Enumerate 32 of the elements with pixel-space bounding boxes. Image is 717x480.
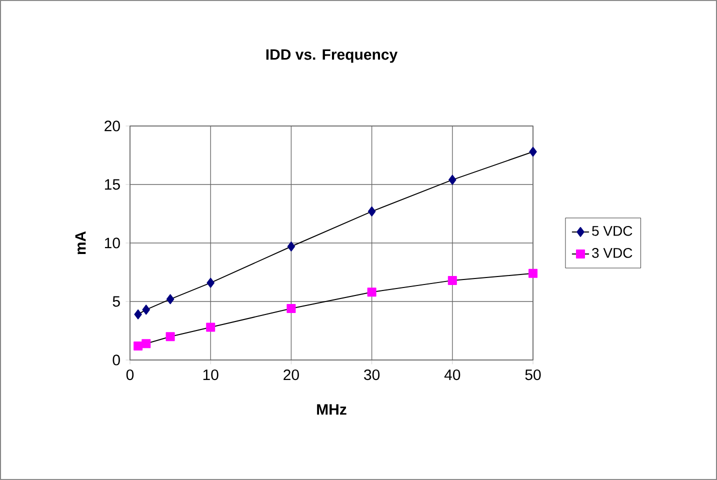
x-tick-label: 50 xyxy=(525,369,541,380)
x-tick-label: 30 xyxy=(364,369,380,380)
y-tick-label: 15 xyxy=(104,179,120,190)
point xyxy=(448,174,456,185)
y-tick-label: 20 xyxy=(104,120,120,132)
point xyxy=(287,242,296,252)
y-tick-label: 5 xyxy=(112,296,120,307)
point xyxy=(206,278,214,288)
y-tick-label: 0 xyxy=(112,354,120,366)
y-axis-title: mA xyxy=(75,231,86,254)
point xyxy=(528,268,538,278)
point xyxy=(206,322,216,332)
point xyxy=(166,294,174,304)
x-tick-label: 10 xyxy=(203,369,218,380)
x-tick-label: 0 xyxy=(126,369,134,380)
legend-label: 5 VDC xyxy=(592,226,632,236)
y-tick-label: 10 xyxy=(104,238,120,248)
point xyxy=(448,276,457,285)
point xyxy=(529,146,537,157)
point xyxy=(367,288,376,297)
point xyxy=(134,341,143,350)
point xyxy=(134,309,142,320)
chart-title: IDD vs. Frequency xyxy=(266,49,398,63)
point xyxy=(368,206,376,216)
x-tick-label: 20 xyxy=(284,369,299,380)
point xyxy=(142,339,151,348)
point xyxy=(142,304,150,315)
x-axis-title: MHz xyxy=(317,404,346,415)
point xyxy=(166,332,175,342)
x-tick-label: 40 xyxy=(444,369,460,380)
point xyxy=(286,304,296,314)
legend-label: 3 VDC xyxy=(592,248,632,258)
